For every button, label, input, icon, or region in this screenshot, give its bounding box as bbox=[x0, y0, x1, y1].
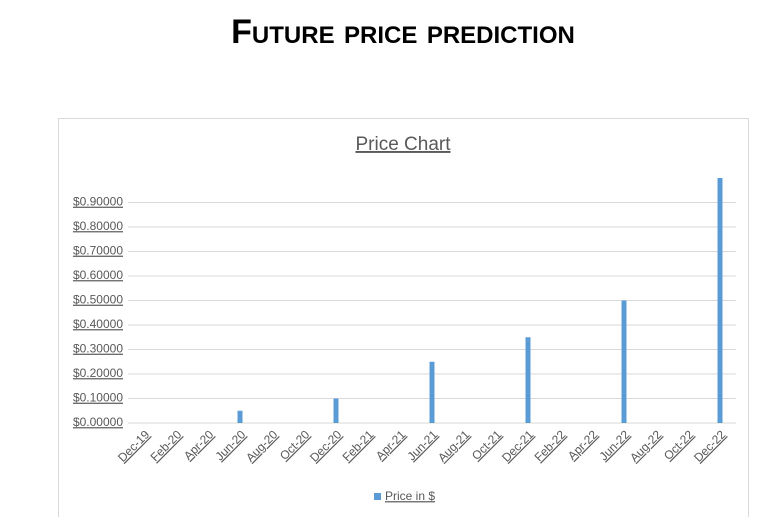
legend-label: Price in $ bbox=[385, 489, 435, 503]
page-title: Future price prediction bbox=[231, 13, 575, 51]
bar bbox=[333, 398, 339, 423]
bar bbox=[429, 361, 435, 423]
y-tick-label: $0.80000 bbox=[73, 219, 123, 233]
chart-area bbox=[58, 118, 749, 522]
bar bbox=[237, 410, 243, 423]
y-tick-label: $0.50000 bbox=[73, 293, 123, 307]
y-tick-label: $0.40000 bbox=[73, 317, 123, 331]
y-tick-label: $0.60000 bbox=[73, 268, 123, 282]
y-tick-label: $0.10000 bbox=[73, 391, 123, 405]
chart-title: Price Chart bbox=[355, 134, 451, 155]
y-tick-label: $0.20000 bbox=[73, 366, 123, 380]
y-tick-label: $0.70000 bbox=[73, 244, 123, 258]
bar bbox=[621, 300, 627, 423]
bar bbox=[525, 337, 531, 423]
y-tick-label: $0.90000 bbox=[73, 195, 123, 209]
bar bbox=[717, 178, 723, 423]
legend-swatch bbox=[374, 493, 381, 500]
y-tick-label: $0.30000 bbox=[73, 342, 123, 356]
y-tick-label: $0.00000 bbox=[73, 415, 123, 429]
